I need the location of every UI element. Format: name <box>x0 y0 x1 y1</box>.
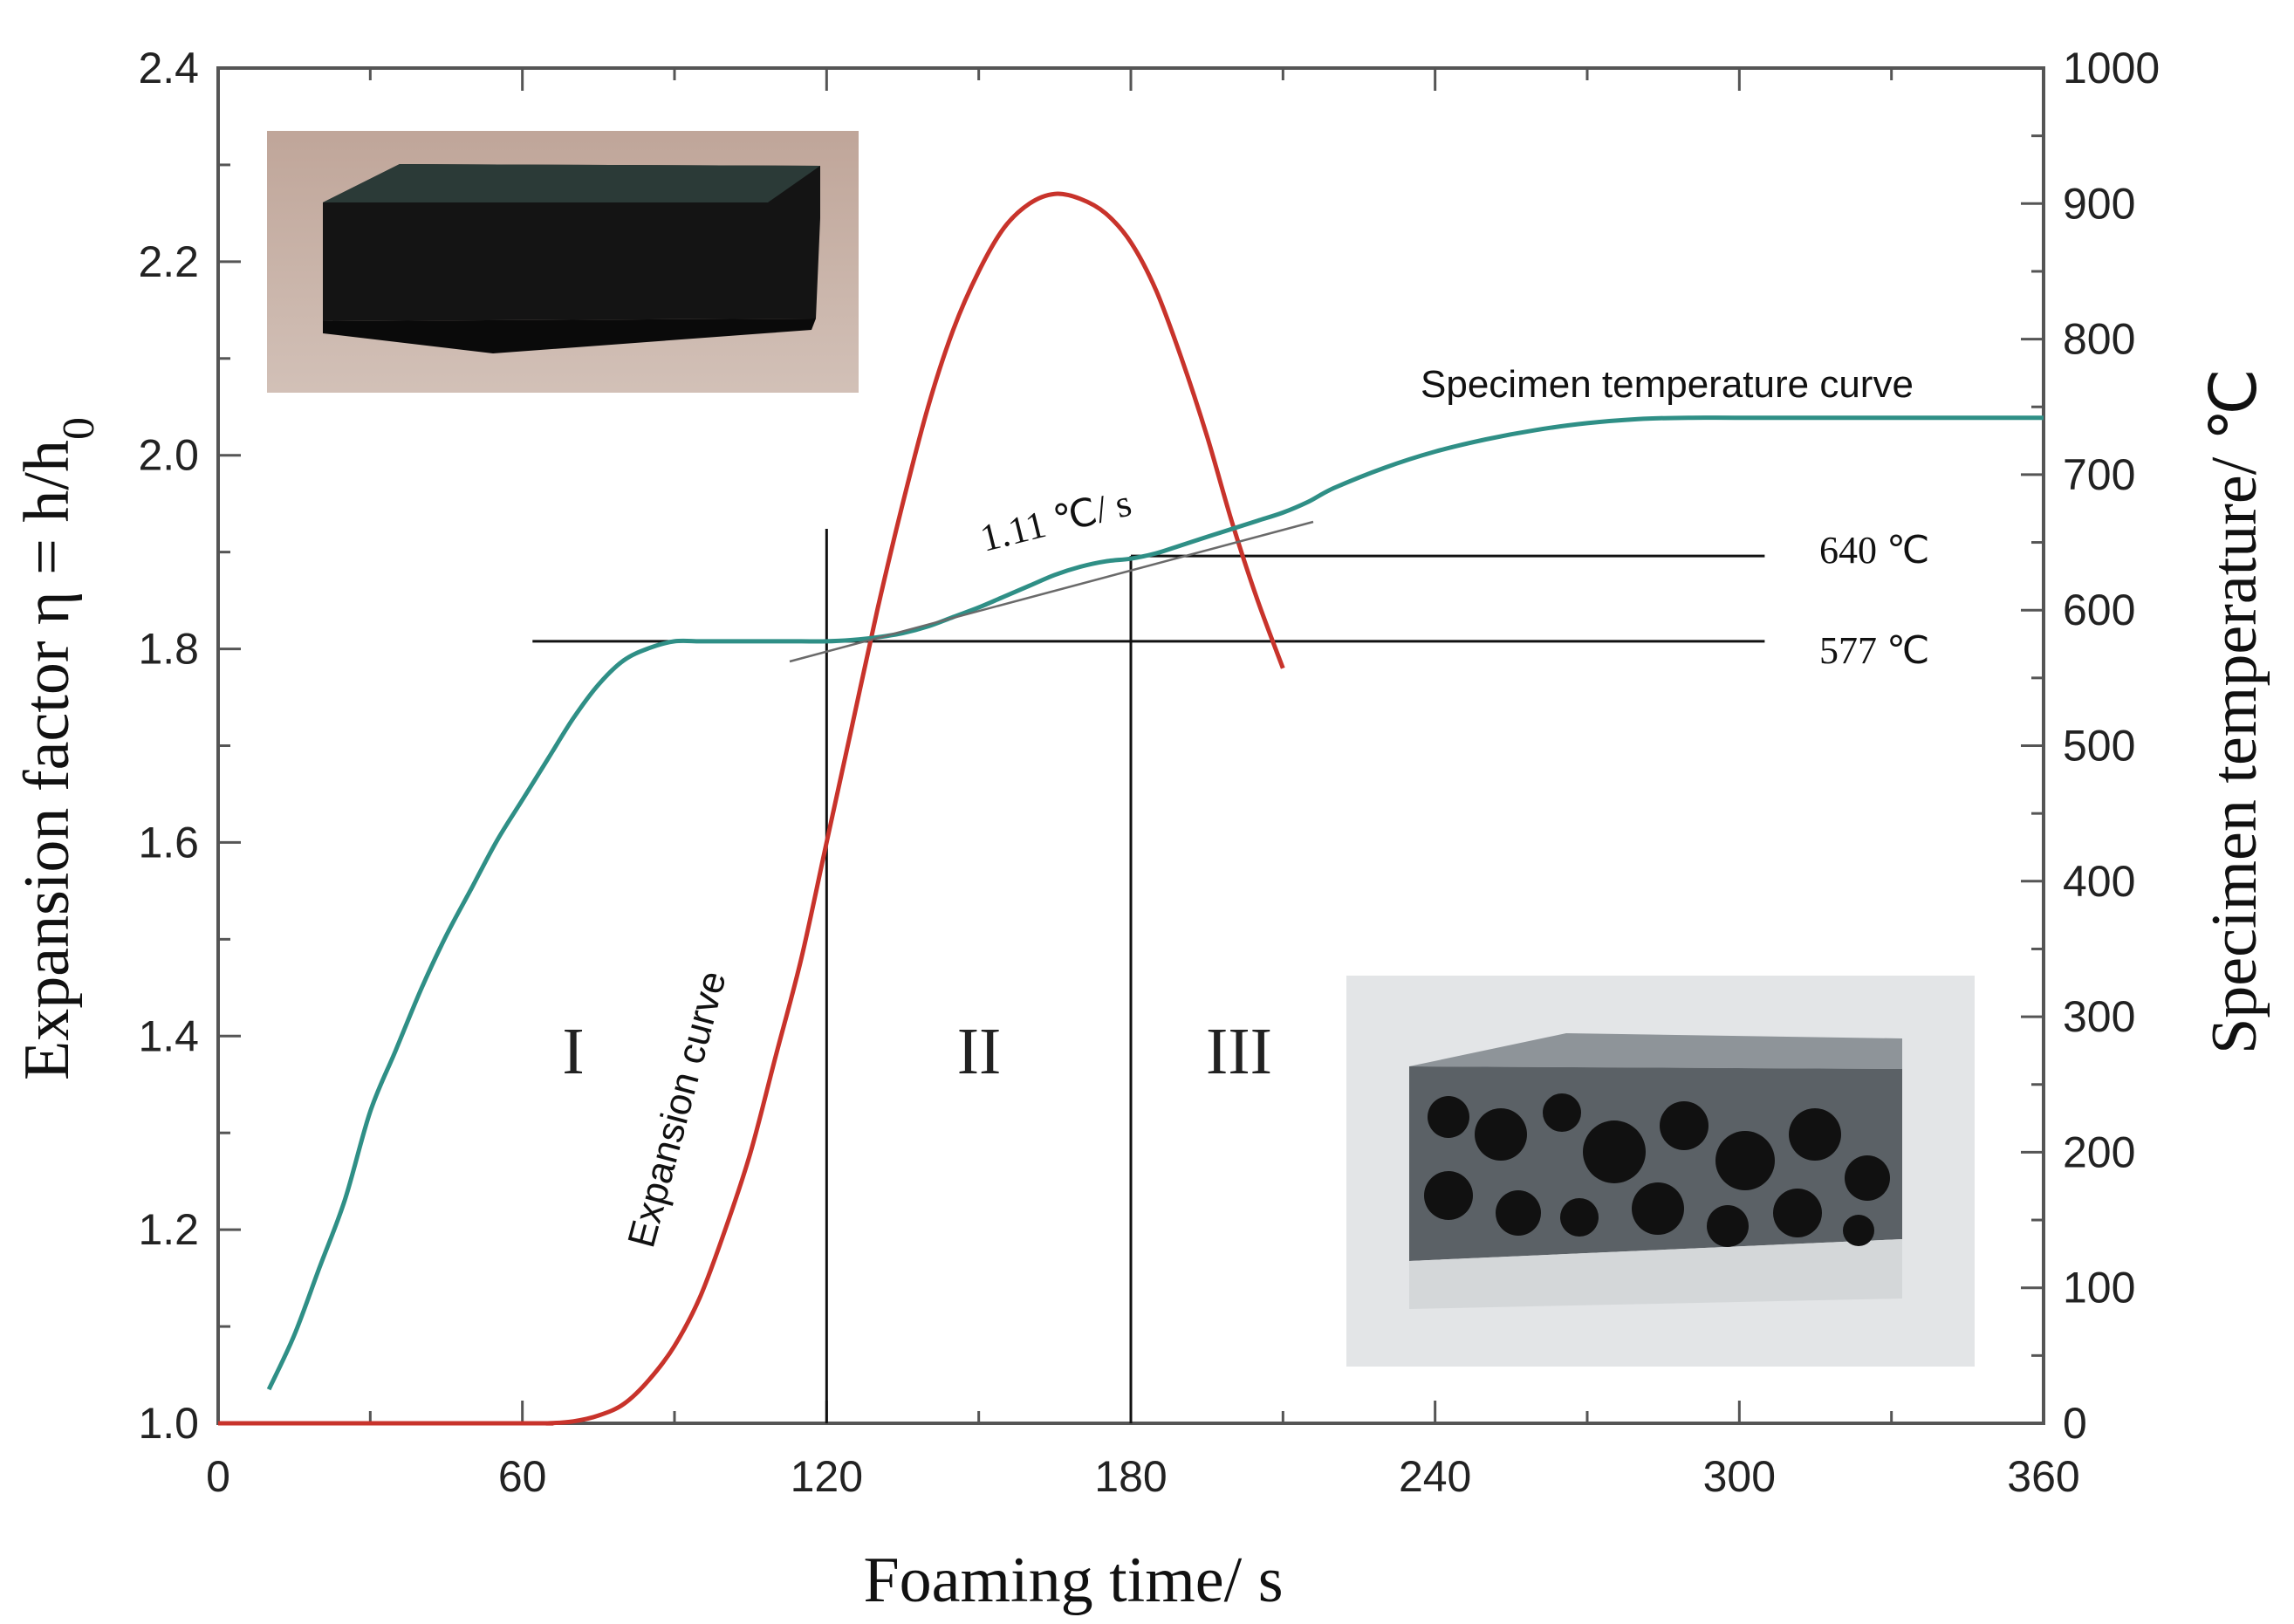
y-right-tick-label: 400 <box>2063 857 2135 906</box>
y-right-tick-label: 200 <box>2063 1127 2135 1176</box>
y-left-tick-label: 2.4 <box>138 44 199 93</box>
temp-577-label: 577 ℃ <box>1819 629 1929 672</box>
heating-rate-label: 1.11 ℃/ s <box>976 482 1136 560</box>
y-right-tick-label: 100 <box>2063 1264 2135 1312</box>
y-axis-left-title: Expansion factor η = h/h0 <box>11 417 104 1080</box>
x-tick-label: 360 <box>2007 1452 2079 1501</box>
y-right-tick-label: 0 <box>2063 1399 2087 1448</box>
tick-labels: 0 60 120 180 240 300 360 1.0 1.2 1.4 1.6 1.8 2.0 2.2 2… <box>138 44 2160 1501</box>
y-right-tick-label: 1000 <box>2063 44 2160 93</box>
y-right-tick-label: 800 <box>2063 315 2135 364</box>
temp-640-label: 640 ℃ <box>1819 529 1929 572</box>
x-tick-label: 60 <box>498 1452 547 1501</box>
expansion-curve-label: Expansion curve <box>620 967 735 1252</box>
y-left-tick-label: 2.0 <box>138 431 199 480</box>
y-right-tick-label: 600 <box>2063 586 2135 634</box>
y-left-tick-label: 2.2 <box>138 237 199 286</box>
y-right-tick-label: 500 <box>2063 722 2135 771</box>
region-label-3: III <box>1206 1015 1272 1088</box>
aluminum-foam-photo <box>1346 976 1975 1367</box>
x-tick-label: 180 <box>1094 1452 1167 1501</box>
y-right-tick-label: 700 <box>2063 450 2135 499</box>
y-left-tick-label: 1.0 <box>138 1399 199 1448</box>
x-tick-label: 120 <box>791 1452 863 1501</box>
y-left-tick-label: 1.2 <box>138 1205 199 1254</box>
x-tick-label: 240 <box>1399 1452 1471 1501</box>
temperature-curve-label: Specimen temperature curve <box>1421 363 1914 406</box>
reference-lines <box>532 529 1765 1423</box>
x-tick-label: 0 <box>206 1452 230 1501</box>
y-right-tick-label: 300 <box>2063 992 2135 1041</box>
series-line-expansion-curve <box>218 191 1285 1426</box>
precursor-photo <box>267 131 859 393</box>
y-left-tick-label: 1.6 <box>138 818 199 867</box>
x-tick-label: 300 <box>1703 1452 1776 1501</box>
y-axis-left-title-subscript: 0 <box>54 417 104 440</box>
region-label-2: II <box>957 1015 1002 1088</box>
x-axis-title: Foaming time/ s <box>864 1545 1284 1616</box>
y-axis-left-title-main: Expansion factor η = h/h <box>11 440 83 1080</box>
region-label-1: I <box>562 1015 584 1088</box>
y-left-tick-label: 1.4 <box>138 1011 199 1060</box>
heating-rate-tangent-line <box>789 520 1314 663</box>
y-axis-right-title: Specimen temperature/ ℃ <box>2199 368 2270 1054</box>
y-left-tick-label: 1.8 <box>138 625 199 674</box>
y-right-tick-label: 900 <box>2063 179 2135 228</box>
